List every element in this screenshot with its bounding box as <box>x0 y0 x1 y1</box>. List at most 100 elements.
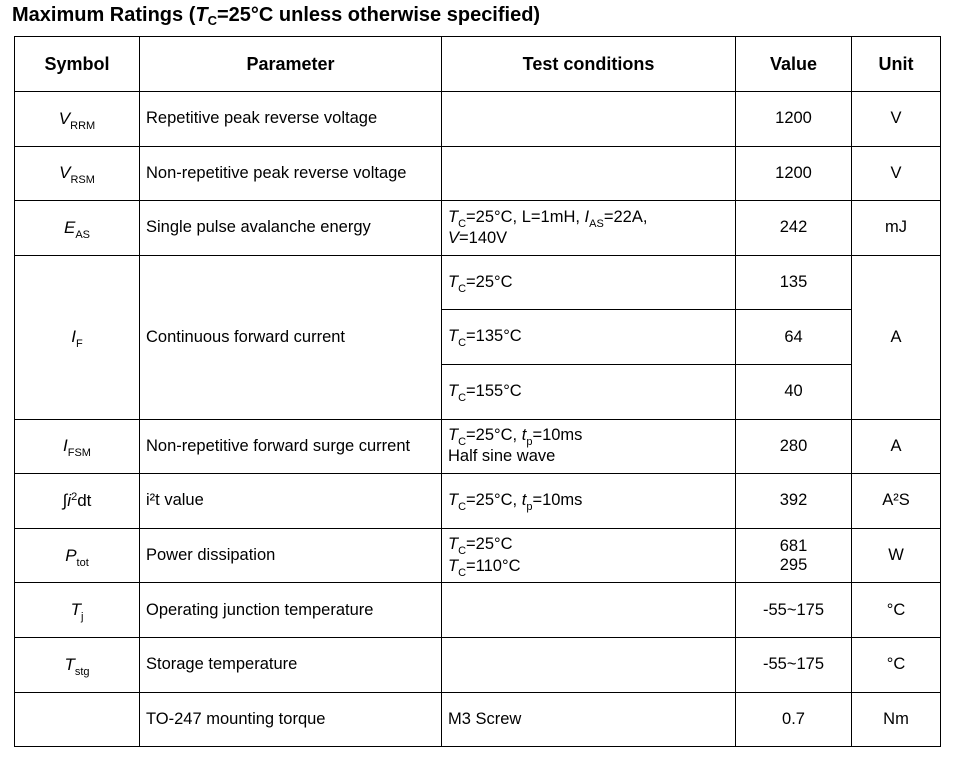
value-line: 295 <box>779 555 808 574</box>
symbol-main: P <box>65 545 77 565</box>
table-row: IF Continuous forward current TC=25°C 13… <box>14 254 941 420</box>
cond-text: =25°C, <box>466 491 522 510</box>
unit-cell: °C <box>851 636 941 693</box>
cond-text: =10ms <box>532 491 583 510</box>
cond-var: I <box>584 207 590 226</box>
symbol-main: T <box>64 654 75 674</box>
conditions-cell: TC=155°C <box>441 363 736 420</box>
cond-sub: C <box>458 501 467 514</box>
cond-var: T <box>448 535 459 554</box>
conditions-cell: TC=25°C, tp=10ms Half sine wave <box>441 418 736 475</box>
symbol-cell: ∫i2dt <box>14 473 140 529</box>
value-cell: 64 <box>735 309 852 365</box>
value-cell: 242 <box>735 200 852 256</box>
conditions-cell <box>441 145 736 202</box>
parameter-cell: Power dissipation <box>139 527 442 584</box>
title-suffix: =25°C unless otherwise specified) <box>216 4 541 26</box>
header-symbol: Symbol <box>14 36 140 92</box>
conditions-cell: TC=25°C, L=1mH, IAS=22A, V=140V <box>441 200 736 256</box>
cond-sub: C <box>458 566 467 579</box>
symbol-cell: IF <box>14 254 140 420</box>
table-row: Tstg Storage temperature -55~175 °C <box>14 636 941 693</box>
parameter-cell: Repetitive peak reverse voltage <box>139 91 442 147</box>
cond-text: =135°C <box>466 327 522 346</box>
cond-var: T <box>448 491 459 510</box>
symbol-cell: Tj <box>14 582 140 638</box>
symbol-cell: VRRM <box>14 91 140 147</box>
table-row: TC=135°C 64 <box>15 309 941 365</box>
cond-var: T <box>448 207 459 226</box>
maximum-ratings-table: Symbol Parameter Test conditions Value U… <box>14 36 941 748</box>
parameter-cell: Single pulse avalanche energy <box>139 200 442 256</box>
integral-var: i <box>67 490 72 510</box>
conditions-cell: TC=25°C, tp=10ms <box>441 473 736 529</box>
symbol-sub: RRM <box>70 119 96 132</box>
symbol-cell: Tstg <box>14 636 140 693</box>
integral-sup: 2 <box>71 490 78 503</box>
table-row: VRRM Repetitive peak reverse voltage 120… <box>14 91 941 147</box>
unit-cell: V <box>851 145 941 202</box>
cond-var: T <box>448 382 459 401</box>
cond-sub: C <box>458 392 467 405</box>
cond-var: T <box>448 556 459 575</box>
cond-var: T <box>448 425 459 444</box>
conditions-cell <box>441 636 736 693</box>
cond-sub: C <box>458 545 467 558</box>
cond-text: =25°C, L=1mH, <box>466 207 585 226</box>
symbol-main: I <box>71 327 76 347</box>
title-prefix: Maximum Ratings ( <box>12 4 196 26</box>
condition-line: TC=25°C, L=1mH, IAS=22A, <box>448 207 729 230</box>
conditions-cell: M3 Screw <box>441 691 736 748</box>
symbol-main: V <box>59 163 71 183</box>
parameter-cell: Operating junction temperature <box>139 582 442 638</box>
integral-symbol: ∫i2dt <box>63 491 92 510</box>
conditions-cell: TC=135°C <box>441 309 736 365</box>
title-var: T <box>195 4 208 26</box>
conditions-cell <box>441 91 736 147</box>
header-unit: Unit <box>851 36 941 92</box>
cond-var: V <box>448 228 460 247</box>
unit-cell: W <box>851 527 941 584</box>
symbol-sub: FSM <box>67 447 91 460</box>
symbol-cell: IFSM <box>14 418 140 475</box>
cond-sub: p <box>526 435 533 448</box>
value-line: 681 <box>779 536 808 555</box>
conditions-cell: TC=25°C <box>441 254 736 311</box>
symbol-sub: stg <box>74 665 90 678</box>
condition-line: Half sine wave <box>448 447 556 466</box>
cond-sub: AS <box>589 217 604 230</box>
unit-cell: °C <box>851 582 941 638</box>
symbol-sub: RSM <box>70 174 95 187</box>
condition-line: V=140V <box>448 228 729 249</box>
cond-text: =10ms <box>532 425 583 444</box>
cond-sub: p <box>526 501 533 514</box>
condition-line: TC=25°C <box>448 534 729 558</box>
cond-sub: C <box>458 282 467 295</box>
unit-cell: Nm <box>851 691 941 748</box>
value-cell: 0.7 <box>735 691 852 748</box>
cond-var: t <box>521 425 527 444</box>
header-test-conditions: Test conditions <box>441 36 736 92</box>
parameter-cell: TO-247 mounting torque <box>139 691 442 748</box>
value-cell: 1200 <box>735 145 852 202</box>
symbol-main: V <box>58 108 71 128</box>
cond-text: =155°C <box>466 382 522 401</box>
parameter-cell: Non-repetitive forward surge current <box>139 418 442 475</box>
unit-cell: A <box>851 418 941 475</box>
symbol-sub: j <box>80 611 84 624</box>
table-row: TO-247 mounting torque M3 Screw 0.7 Nm <box>14 691 941 748</box>
parameter-cell: Continuous forward current <box>139 254 442 420</box>
unit-cell: A <box>851 254 941 420</box>
cond-var: T <box>448 327 459 346</box>
symbol-cell: VRSM <box>14 145 140 202</box>
table-row: IFSM Non-repetitive forward surge curren… <box>14 418 941 475</box>
condition-line: TC=25°C, tp=10ms <box>448 425 729 448</box>
unit-cell: V <box>851 91 941 147</box>
table-row: Tj Operating junction temperature -55~17… <box>14 582 941 638</box>
cond-text: =25°C <box>466 272 513 291</box>
symbol-sub: F <box>76 338 83 351</box>
symbol-cell <box>14 691 140 748</box>
cond-text: =25°C, <box>466 425 522 444</box>
header-row: Symbol Parameter Test conditions Value U… <box>14 36 941 92</box>
symbol-sub: AS <box>75 228 91 241</box>
